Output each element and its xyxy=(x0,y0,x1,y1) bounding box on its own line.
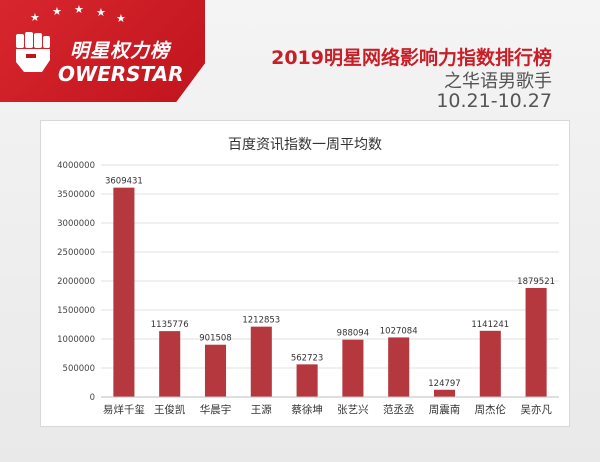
star-icon: ★ xyxy=(74,3,84,16)
category-label: 周震南 xyxy=(429,403,461,416)
star-icon: ★ xyxy=(116,12,126,25)
bar xyxy=(250,326,272,397)
data-label: 124797 xyxy=(428,379,460,389)
logo-en-text: OWERSTAR xyxy=(58,62,184,86)
bar xyxy=(159,331,181,397)
y-tick-label: 1500000 xyxy=(57,306,95,316)
category-label: 范丞丞 xyxy=(383,403,415,416)
category-label: 张艺兴 xyxy=(337,404,369,416)
data-label: 1212853 xyxy=(242,316,280,326)
page-subtitle: 之华语男歌手 xyxy=(444,71,552,92)
category-label: 华晨宇 xyxy=(200,403,232,416)
bar xyxy=(433,389,456,397)
bar xyxy=(342,339,364,397)
bar xyxy=(296,364,318,397)
data-label: 901508 xyxy=(199,334,231,344)
logo-badge: ★ ★ ★ ★ ★ 明星权力榜 OWERSTAR xyxy=(0,0,205,102)
data-label: 1027084 xyxy=(380,326,418,336)
category-label: 王源 xyxy=(251,403,272,416)
y-tick-label: 2500000 xyxy=(57,248,95,258)
data-label: 562723 xyxy=(291,353,323,363)
y-tick-label: 4000000 xyxy=(57,161,95,171)
data-label: 3609431 xyxy=(105,177,143,187)
bar-chart: 百度资讯指数一周平均数 0 500000 1000000 1500000 2000000 2… xyxy=(57,137,559,416)
page-title: 2019明星网络影响力指数排行榜 xyxy=(271,47,552,69)
data-label: 1135776 xyxy=(151,320,189,330)
category-label: 蔡徐坤 xyxy=(291,403,323,416)
y-tick-label: 0 xyxy=(90,393,95,403)
y-tick-label: 3000000 xyxy=(57,219,95,229)
y-tick-label: 3500000 xyxy=(57,190,95,200)
data-label: 1879521 xyxy=(517,277,555,287)
fist-icon xyxy=(16,32,50,72)
star-icon: ★ xyxy=(30,11,40,24)
y-tick-label: 500000 xyxy=(63,364,95,374)
bar xyxy=(525,287,547,397)
category-label: 王俊凯 xyxy=(154,403,186,416)
bar xyxy=(204,344,227,397)
date-range: 10.21-10.27 xyxy=(436,90,552,112)
category-label: 吴亦凡 xyxy=(520,403,552,416)
category-label: 易烊千玺 xyxy=(103,403,145,416)
star-icon: ★ xyxy=(96,6,106,19)
category-label: 周杰伦 xyxy=(475,403,507,416)
bar xyxy=(388,337,410,397)
bar xyxy=(479,330,501,397)
bar xyxy=(113,187,135,397)
logo-cn-text: 明星权力榜 xyxy=(70,40,171,62)
y-tick-label: 1000000 xyxy=(57,335,95,345)
chart-title: 百度资讯指数一周平均数 xyxy=(228,137,382,153)
star-icon: ★ xyxy=(52,5,62,18)
chart-card: 百度资讯指数一周平均数 0 500000 1000000 1500000 2000000 2… xyxy=(40,120,570,427)
y-tick-label: 2000000 xyxy=(57,277,95,287)
data-label: 988094 xyxy=(337,329,369,339)
data-label: 1141241 xyxy=(471,320,509,330)
